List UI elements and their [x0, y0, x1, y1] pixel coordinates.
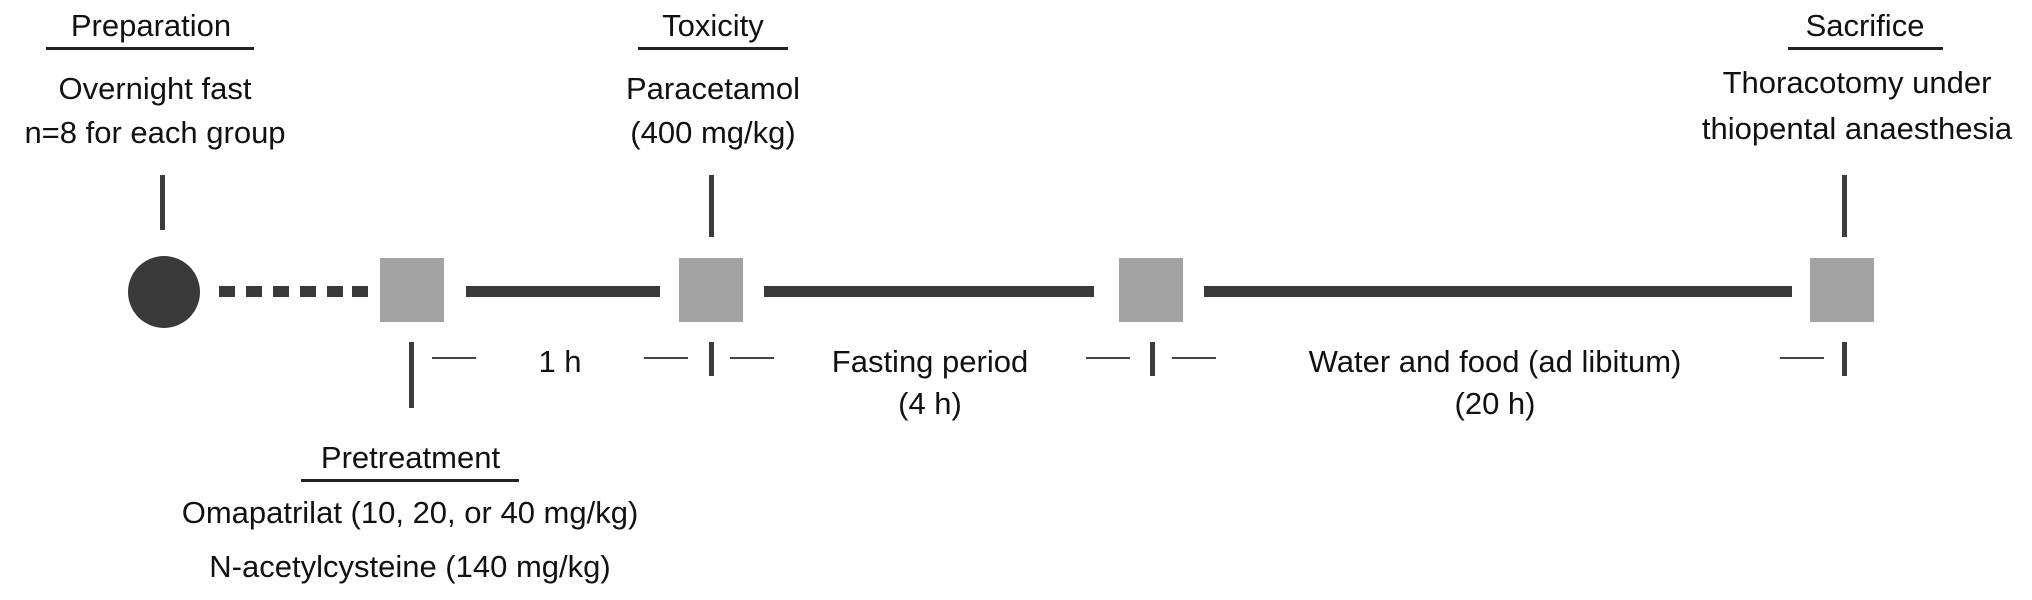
interval-20h-left-dash	[1172, 357, 1216, 359]
interval-tick-1h	[709, 342, 714, 376]
dotted-segment-3	[273, 286, 289, 297]
dotted-segment-5	[327, 286, 343, 297]
timeline-segment-3	[1204, 286, 1792, 297]
feeding-label: Water and food (ad libitum)	[1308, 344, 1682, 379]
preparation-line1: Overnight fast	[58, 71, 252, 106]
toxicity-marker	[679, 258, 743, 322]
preparation-tick	[160, 175, 165, 230]
pretreatment-heading: Pretreatment	[320, 440, 501, 475]
toxicity-heading: Toxicity	[662, 8, 764, 43]
start-dot	[128, 256, 200, 328]
fasting-period-label: Fasting period	[831, 344, 1029, 379]
sacrifice-tick	[1842, 175, 1847, 237]
interval-tick-20h	[1842, 342, 1847, 376]
dotted-segment-1	[219, 286, 235, 297]
fasting-end-marker	[1119, 258, 1183, 322]
interval-1h-left-dash	[432, 357, 476, 359]
interval-tick-4h	[1150, 342, 1155, 376]
toxicity-tick	[709, 175, 714, 237]
sacrifice-line1: Thoracotomy under	[1722, 65, 1992, 100]
pretreatment-underline	[301, 479, 519, 482]
feeding-duration: (20 h)	[1454, 386, 1536, 421]
dotted-segment-2	[246, 286, 262, 297]
sacrifice-line2: thiopental anaesthesia	[1701, 111, 2013, 146]
preparation-underline	[46, 47, 254, 50]
dotted-segment-6	[352, 286, 368, 297]
interval-1h-label: 1 h	[538, 344, 582, 379]
timeline-segment-1	[466, 286, 660, 297]
sacrifice-underline	[1788, 47, 1943, 50]
sacrifice-marker	[1810, 258, 1874, 322]
pretreatment-line2: N-acetylcysteine (140 mg/kg)	[209, 549, 611, 584]
sacrifice-heading: Sacrifice	[1805, 8, 1925, 43]
interval-1h-right-dash	[644, 357, 688, 359]
interval-4h-right-dash	[1086, 357, 1130, 359]
pretreatment-marker	[380, 258, 444, 322]
dotted-segment-4	[300, 286, 316, 297]
pretreatment-tick	[409, 342, 414, 408]
preparation-line2: n=8 for each group	[24, 115, 286, 150]
interval-4h-left-dash	[730, 357, 774, 359]
toxicity-line1: Paracetamol	[625, 71, 801, 106]
interval-20h-right-dash	[1780, 357, 1824, 359]
preparation-heading: Preparation	[70, 8, 232, 43]
toxicity-underline	[638, 47, 788, 50]
toxicity-line2: (400 mg/kg)	[630, 115, 796, 150]
fasting-period-duration: (4 h)	[898, 386, 962, 421]
pretreatment-line1: Omapatrilat (10, 20, or 40 mg/kg)	[181, 495, 639, 530]
timeline-segment-2	[764, 286, 1094, 297]
